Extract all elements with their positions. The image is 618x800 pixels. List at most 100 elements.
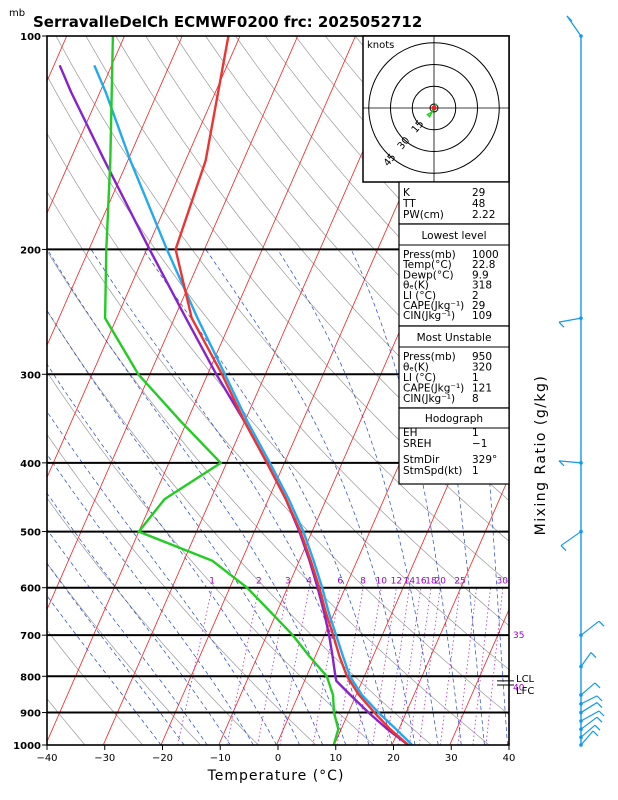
temperature-tick-label: 0: [275, 753, 281, 764]
mixing-ratio-label: 2: [256, 577, 262, 587]
index-value: 2.22: [472, 209, 495, 221]
lowest-level-value: 109: [472, 310, 492, 322]
dry-adiabat: [47, 371, 375, 745]
mixing-ratio-line: [472, 587, 491, 745]
isotherm: [565, 36, 618, 745]
hodograph-index-value: 329°: [472, 454, 497, 466]
index-value: 48: [472, 198, 485, 210]
pressure-tick-label: 300: [20, 370, 41, 381]
most-unstable-box: [398, 325, 510, 409]
wind-barb: [580, 730, 594, 746]
background-grid: [0, 36, 618, 745]
wind-barb-flag: [560, 545, 567, 551]
dry-adiabat: [47, 497, 259, 745]
most-unstable-value: 950: [472, 351, 492, 363]
mixing-ratio-line: [279, 587, 310, 745]
mixing-ratio-label: 4: [306, 577, 312, 587]
lowest-level-value: 29: [472, 300, 485, 312]
hodograph-index-label: StmDir: [403, 454, 440, 466]
isotherm: [102, 36, 414, 745]
isotherm: [47, 36, 125, 215]
lowest-level-value: 9.9: [472, 269, 489, 281]
mixing-ratio-label: 8: [360, 577, 366, 587]
wind-barb-flag: [558, 460, 565, 467]
most-unstable-label: LI (°C): [403, 372, 436, 384]
wind-barb-flag: [596, 716, 603, 723]
hodograph-trace: [426, 103, 437, 118]
pressure-tick-labels: 100 200 300 400 500 600 700 800 900 1000: [13, 32, 41, 752]
mixing-ratio-label: 6: [337, 577, 343, 587]
most-unstable-value: 320: [472, 362, 492, 374]
mixing-ratio-label: 20: [435, 577, 447, 587]
moist-adiabat: [47, 410, 277, 745]
index-boxes: K 29 TT 48 PW(cm) 2.22 Lowest level Press(mb) 10…: [398, 181, 510, 485]
mixing-ratio-label: 1: [209, 577, 215, 587]
x-axis-label: Temperature (°C): [207, 768, 345, 784]
isotherm: [47, 36, 183, 347]
isotherm: [47, 36, 241, 479]
hodograph-index-label: StmSpd(kt): [403, 465, 462, 477]
hodograph-ring: [411, 85, 457, 131]
pressure-tick-label: 100: [20, 32, 41, 43]
mixing-ratio-line: [177, 587, 213, 745]
wind-barb-flag: [590, 652, 597, 658]
temperature-tick-label: −20: [152, 753, 173, 764]
temperature-tick-label: −10: [210, 753, 231, 764]
hodograph-index-label: SREH: [403, 438, 432, 450]
wind-barb: [580, 620, 600, 636]
lowest-level-label: θₑ(K): [403, 280, 429, 292]
mixing-ratio-label: 14: [404, 577, 416, 587]
lowest-level-label: CAPE(Jkg⁻¹): [403, 300, 464, 312]
hodograph-index-label: EH: [403, 427, 418, 439]
chart-title: SerravalleDelCh ECMWF0200 frc: 202505271…: [33, 13, 422, 31]
wind-barb-flag: [598, 710, 605, 717]
pressure-tick-label: 700: [20, 631, 41, 642]
moist-adiabat: [205, 249, 416, 745]
lowest-level-value: 22.8: [472, 259, 495, 271]
mixing-ratio-line: [409, 587, 432, 745]
temperature-tick-label: 40: [503, 753, 516, 764]
lowest-level-label: Press(mb): [403, 249, 456, 261]
hodograph-index-box: [398, 407, 510, 485]
mixing-ratio-label: 3: [285, 577, 291, 587]
mixing-ratio-line: [439, 587, 461, 745]
wind-barb: [580, 716, 598, 730]
isotherm: [0, 36, 9, 745]
hodograph-box-header: Hodograph: [425, 413, 483, 425]
pressure-tick-label: 900: [20, 709, 41, 720]
isotherm: [391, 476, 509, 745]
wind-barb-flag: [594, 682, 601, 689]
pressure-tick-label: 400: [20, 459, 41, 470]
mixing-ratio-label: 18: [425, 577, 437, 587]
hodograph-index-value: 1: [472, 427, 479, 439]
mixing-ratio-label: 16: [415, 577, 427, 587]
wind-barb: [580, 702, 598, 714]
pressure-tick-label: 1000: [13, 741, 41, 752]
mixing-ratio-line: [372, 587, 397, 745]
lowest-level-label: CIN(Jkg⁻¹): [403, 310, 455, 322]
wind-barb: [580, 724, 596, 738]
indices-box: [398, 181, 510, 225]
temperature-tick-labels: −40 −30 −20 −10 0 10 20 30 40: [36, 745, 515, 764]
wind-barb: [558, 317, 582, 323]
hodograph-index-value: 1: [472, 465, 479, 477]
dry-adiabat: [85, 36, 509, 542]
moist-adiabat: [47, 453, 254, 745]
moist-adiabat: [143, 249, 393, 745]
most-unstable-label: CAPE(Jkg⁻¹): [403, 383, 464, 395]
lowest-level-label: Temp(°C): [402, 259, 452, 271]
temperature-tick-label: 30: [445, 753, 458, 764]
virtual-line: [93, 64, 414, 745]
mixing-ratio-line: [418, 587, 441, 745]
isotherm: [47, 36, 299, 611]
mixing-ratio-line: [356, 587, 382, 745]
moist-adiabat: [47, 363, 300, 745]
dry-adiabat: [55, 36, 509, 584]
lowest-level-value: 2: [472, 290, 479, 302]
temperature-tick-label: −30: [94, 753, 115, 764]
hodograph-index-value: −1: [472, 438, 487, 450]
dry-adiabat: [47, 191, 509, 716]
wind-barb-flag: [566, 15, 573, 22]
